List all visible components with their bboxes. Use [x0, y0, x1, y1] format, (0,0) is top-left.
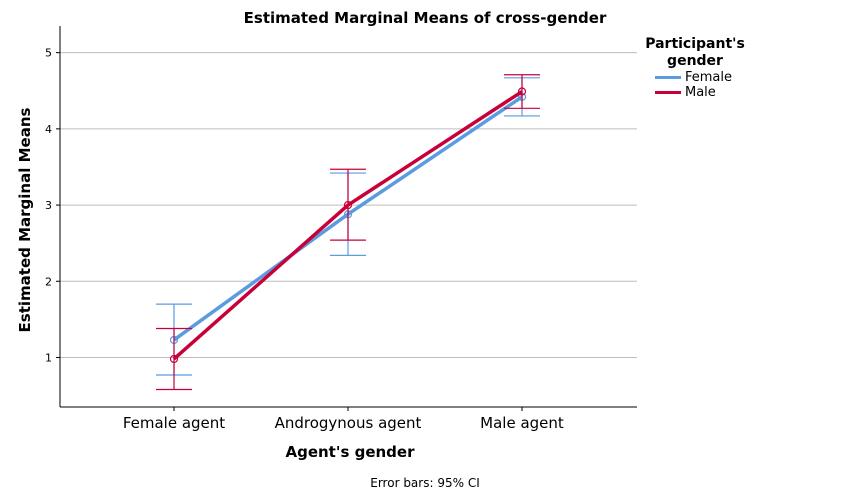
x-tick-label-2: Male agent — [480, 414, 564, 432]
point-male-0 — [169, 354, 179, 364]
point-male-2 — [517, 87, 527, 96]
legend-title: Participant's gender — [645, 36, 745, 69]
x-tick-label-0: Female agent — [123, 414, 225, 432]
error-bar-note: Error bars: 95% CI — [370, 476, 480, 490]
legend: Participant's gender Female Male — [640, 36, 760, 100]
x-axis-title: Agent's gender — [285, 443, 415, 461]
y-tick-label-3: 3 — [45, 199, 52, 212]
point-male-1 — [343, 200, 353, 210]
y-tick-label-4: 4 — [45, 123, 52, 136]
legend-label-male: Male — [685, 85, 716, 100]
legend-swatch-male — [655, 91, 681, 94]
y-tick-label-2: 2 — [45, 275, 52, 288]
legend-label-female: Female — [685, 70, 733, 85]
chart-title: Estimated Marginal Means of cross-gender — [243, 9, 607, 27]
legend-item-male: Male — [655, 85, 760, 100]
series-line-male — [172, 90, 523, 361]
legend-swatch-female — [655, 76, 681, 79]
legend-item-female: Female — [655, 70, 760, 85]
y-axis-title: Estimated Marginal Means — [16, 107, 34, 333]
y-tick-label-1: 1 — [45, 351, 52, 364]
y-tick-label-5: 5 — [45, 47, 52, 60]
x-tick-label-1: Androgynous agent — [275, 414, 422, 432]
